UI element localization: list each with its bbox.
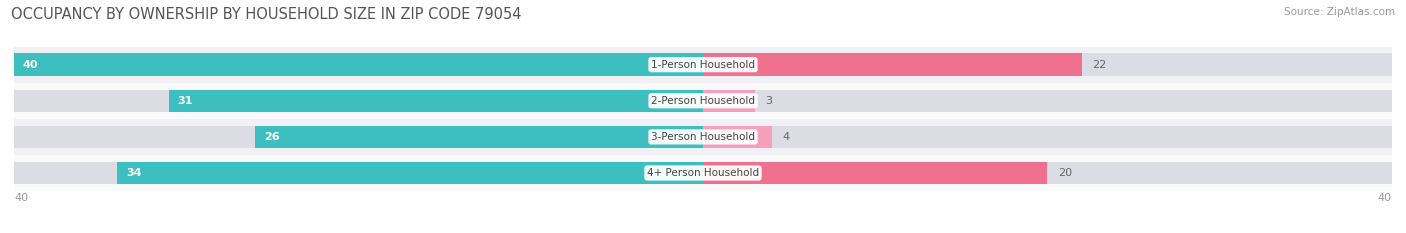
Bar [14,83,1392,119]
Bar [703,89,1392,112]
Bar [703,126,772,148]
Text: Source: ZipAtlas.com: Source: ZipAtlas.com [1284,7,1395,17]
Text: 40: 40 [1378,193,1392,203]
Bar [703,89,755,112]
Bar [14,162,703,184]
Text: 40: 40 [22,60,38,70]
Bar [703,126,1392,148]
Bar [14,47,1392,83]
Bar [14,119,1392,155]
Bar [169,89,703,112]
Text: 26: 26 [264,132,280,142]
Text: 22: 22 [1092,60,1107,70]
Bar [14,53,703,76]
Bar [14,155,1392,191]
Bar [256,126,703,148]
Text: 2-Person Household: 2-Person Household [651,96,755,106]
Text: 40: 40 [14,193,28,203]
Bar [703,53,1083,76]
Text: 4: 4 [782,132,789,142]
Bar [117,162,703,184]
Bar [703,53,1392,76]
Bar [703,162,1047,184]
Bar [14,53,703,76]
Text: 3-Person Household: 3-Person Household [651,132,755,142]
Text: 1-Person Household: 1-Person Household [651,60,755,70]
Text: 20: 20 [1057,168,1071,178]
Text: OCCUPANCY BY OWNERSHIP BY HOUSEHOLD SIZE IN ZIP CODE 79054: OCCUPANCY BY OWNERSHIP BY HOUSEHOLD SIZE… [11,7,522,22]
Bar [14,126,703,148]
Text: 3: 3 [765,96,772,106]
Text: 34: 34 [127,168,142,178]
Text: 4+ Person Household: 4+ Person Household [647,168,759,178]
Bar [703,162,1392,184]
Bar [14,89,703,112]
Text: 31: 31 [177,96,193,106]
